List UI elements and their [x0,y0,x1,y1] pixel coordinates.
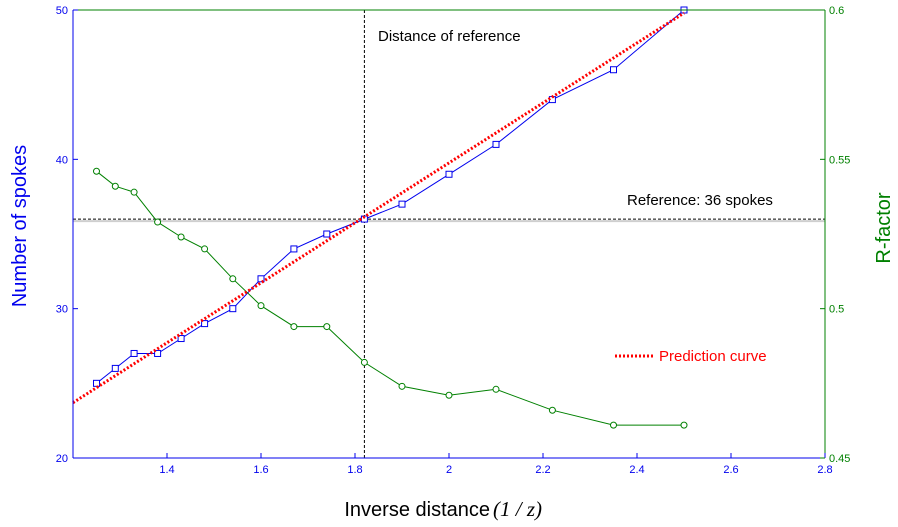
series-line-2 [72,11,685,404]
series-0-point-9 [323,230,331,238]
x-tick-label-1: 1.6 [253,464,268,476]
legend: Prediction curve [615,348,767,365]
x-axis-title-math: (1 / z) [493,497,542,521]
series-0-point-2 [130,349,138,357]
series-0-point-15 [610,66,617,74]
x-axis-title: Inverse distance [344,499,490,521]
reference-lines [73,10,825,458]
series-1-point-14 [548,406,556,414]
series-0-point-1 [111,364,119,372]
series-0-point-11 [398,200,406,208]
series-1-point-10 [360,358,368,366]
series-0-point-7 [257,275,265,283]
series-0-point-8 [290,245,298,253]
y-axis-title-right: R-factor [873,192,895,263]
series-1-point-15 [610,421,617,429]
series-0-point-13 [492,140,500,148]
y-tick-label-right-2: 0.55 [829,154,850,166]
x-tick-label-7: 2.8 [817,464,832,476]
y-tick-label-left-2: 40 [56,154,68,166]
series-1-point-8 [290,323,298,331]
series-1-point-2 [130,188,138,196]
annotation-distance-of-reference: Distance of reference [378,28,521,45]
series-1-point-12 [445,391,453,399]
y-tick-label-left-0: 20 [56,453,68,465]
series-1-point-6 [229,275,237,283]
x-tick-label-5: 2.4 [629,464,644,476]
y-tick-label-left-3: 50 [56,5,68,17]
series-0-point-6 [229,305,237,313]
y-tick-label-right-1: 0.5 [829,304,844,316]
series-layer [72,6,688,429]
series-1-point-4 [177,233,185,241]
x-tick-label-3: 2 [446,464,452,476]
series-1-point-9 [323,323,331,331]
annotation-reference-spokes: Reference: 36 spokes [627,192,773,209]
series-1-point-11 [398,382,406,390]
x-tick-label-0: 1.4 [159,464,174,476]
y-tick-label-left-1: 30 [56,304,68,316]
series-1-point-3 [154,218,162,226]
x-tick-label-2: 1.8 [347,464,362,476]
series-0-point-3 [154,349,162,357]
x-tick-label-6: 2.6 [723,464,738,476]
y-tick-label-right-0: 0.45 [829,453,850,465]
y-axis-title-left: Number of spokes [9,145,31,307]
series-0-point-12 [445,170,453,178]
series-1-point-1 [111,182,119,190]
plot-background [73,10,825,458]
series-1-point-13 [492,385,500,393]
x-tick-label-4: 2.2 [535,464,550,476]
legend-prediction-label: Prediction curve [659,348,767,365]
series-1-point-5 [201,245,209,253]
y-tick-label-right-3: 0.6 [829,5,844,17]
series-1-point-16 [680,421,688,429]
series-0-point-0 [93,379,100,387]
ticks-layer: 1.4 1.6 1.8 2 2.2 2.4 2.6 2.8 20 30 40 50 0.45 0.5 0.5… [56,5,851,476]
series-1-point-0 [93,167,100,175]
series-0-point-4 [177,335,185,343]
series-0-point-5 [201,320,209,328]
series-1-point-7 [257,302,265,310]
